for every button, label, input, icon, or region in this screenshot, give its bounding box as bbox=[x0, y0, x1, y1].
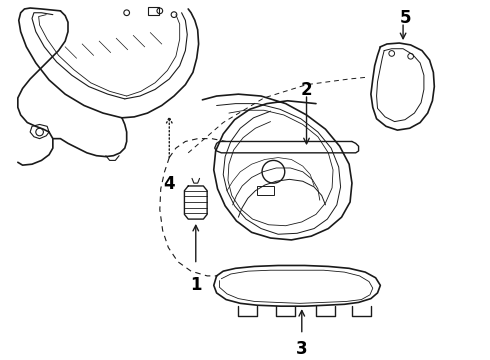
Text: 2: 2 bbox=[301, 81, 312, 99]
Text: 4: 4 bbox=[164, 175, 175, 193]
Bar bbox=[147, 7, 159, 15]
Text: 1: 1 bbox=[190, 276, 201, 294]
Text: 3: 3 bbox=[296, 340, 308, 358]
Bar bbox=[257, 186, 274, 195]
Text: 5: 5 bbox=[400, 9, 412, 27]
